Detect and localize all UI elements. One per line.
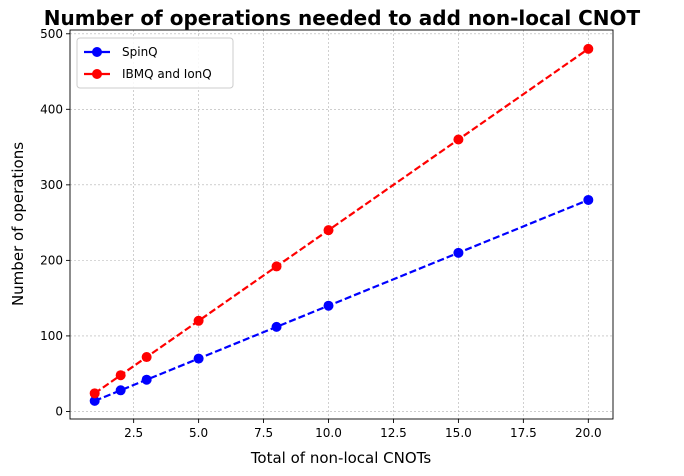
x-tick-label: 20.0 [575,426,602,440]
data-point-ibmq-and-ionq [141,352,152,363]
y-tick-label: 0 [55,404,63,418]
plot-frame [69,29,614,420]
y-tick-label: 500 [40,27,63,41]
x-tick-label: 15.0 [445,426,472,440]
data-point-spinq [141,374,152,385]
data-point-ibmq-and-ionq [323,225,334,236]
data-point-ibmq-and-ionq [271,261,282,272]
data-point-spinq [271,321,282,332]
x-axis: 2.5 5.0 7.5 10.0 12.5 15.0 17.5 20.0 [124,419,602,440]
series-spinq [89,194,594,406]
legend-marker-ibmq-and-ionq [92,69,102,79]
legend-box [76,37,234,89]
data-point-ibmq-and-ionq [115,370,126,381]
y-tick-label: 300 [40,178,63,192]
series-layer [89,43,594,406]
legend-label-spinq: SpinQ [122,45,158,59]
data-point-spinq [583,194,594,205]
y-tick-label: 100 [40,329,63,343]
x-tick-label: 2.5 [124,426,143,440]
chart-title: Number of operations needed to add non-l… [44,6,641,30]
legend-entry-ibmq-and-ionq: IBMQ and IonQ [84,67,212,81]
data-point-spinq [193,353,204,364]
data-point-ibmq-and-ionq [193,315,204,326]
data-point-spinq [453,247,464,258]
data-point-spinq [115,385,126,396]
series-line-ibmq-and-ionq [94,47,589,395]
data-point-ibmq-and-ionq [89,388,100,399]
legend-entry-spinq: SpinQ [84,45,158,59]
y-tick-label: 400 [40,102,63,116]
series-ibmq-and-ionq [89,43,594,399]
x-tick-label: 5.0 [189,426,208,440]
legend-label-ibmq-and-ionq: IBMQ and IonQ [122,67,212,81]
data-point-spinq [89,395,100,406]
y-tick-label: 200 [40,253,63,267]
y-axis: 0 100 200 300 400 500 [40,27,70,418]
data-point-ibmq-and-ionq [453,134,464,145]
data-point-ibmq-and-ionq [583,43,594,54]
legend: SpinQ IBMQ and IonQ [76,37,234,89]
legend-marker-spinq [92,47,102,57]
series-line-spinq [94,198,589,402]
x-axis-label: Total of non-local CNOTs [250,449,432,467]
x-tick-label: 10.0 [315,426,342,440]
x-tick-label: 12.5 [380,426,407,440]
y-axis-label: Number of operations [9,142,27,306]
x-tick-label: 17.5 [510,426,537,440]
data-point-spinq [323,300,334,311]
x-tick-label: 7.5 [254,426,273,440]
